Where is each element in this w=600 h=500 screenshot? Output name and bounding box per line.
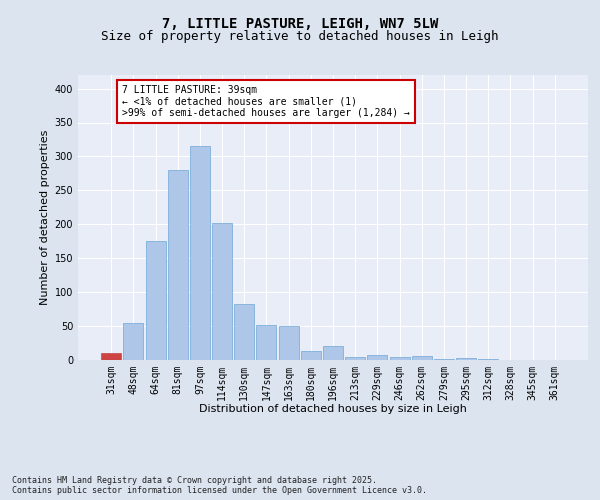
Bar — [456, 358, 476, 360]
Bar — [190, 146, 210, 360]
Bar — [146, 242, 166, 360]
Bar — [278, 326, 299, 360]
Bar — [345, 356, 365, 360]
Bar — [168, 170, 188, 360]
Text: 7 LITTLE PASTURE: 39sqm
← <1% of detached houses are smaller (1)
>99% of semi-de: 7 LITTLE PASTURE: 39sqm ← <1% of detache… — [122, 85, 410, 118]
Y-axis label: Number of detached properties: Number of detached properties — [40, 130, 50, 305]
Bar — [301, 350, 321, 360]
Bar — [256, 324, 277, 360]
Bar — [212, 223, 232, 360]
Bar — [101, 353, 121, 360]
Bar — [323, 346, 343, 360]
Bar — [367, 355, 388, 360]
Bar — [412, 356, 432, 360]
Text: Size of property relative to detached houses in Leigh: Size of property relative to detached ho… — [101, 30, 499, 43]
Text: 7, LITTLE PASTURE, LEIGH, WN7 5LW: 7, LITTLE PASTURE, LEIGH, WN7 5LW — [162, 18, 438, 32]
Bar — [389, 358, 410, 360]
Bar — [234, 304, 254, 360]
Text: Contains HM Land Registry data © Crown copyright and database right 2025.
Contai: Contains HM Land Registry data © Crown c… — [12, 476, 427, 495]
X-axis label: Distribution of detached houses by size in Leigh: Distribution of detached houses by size … — [199, 404, 467, 414]
Bar — [124, 322, 143, 360]
Bar — [434, 358, 454, 360]
